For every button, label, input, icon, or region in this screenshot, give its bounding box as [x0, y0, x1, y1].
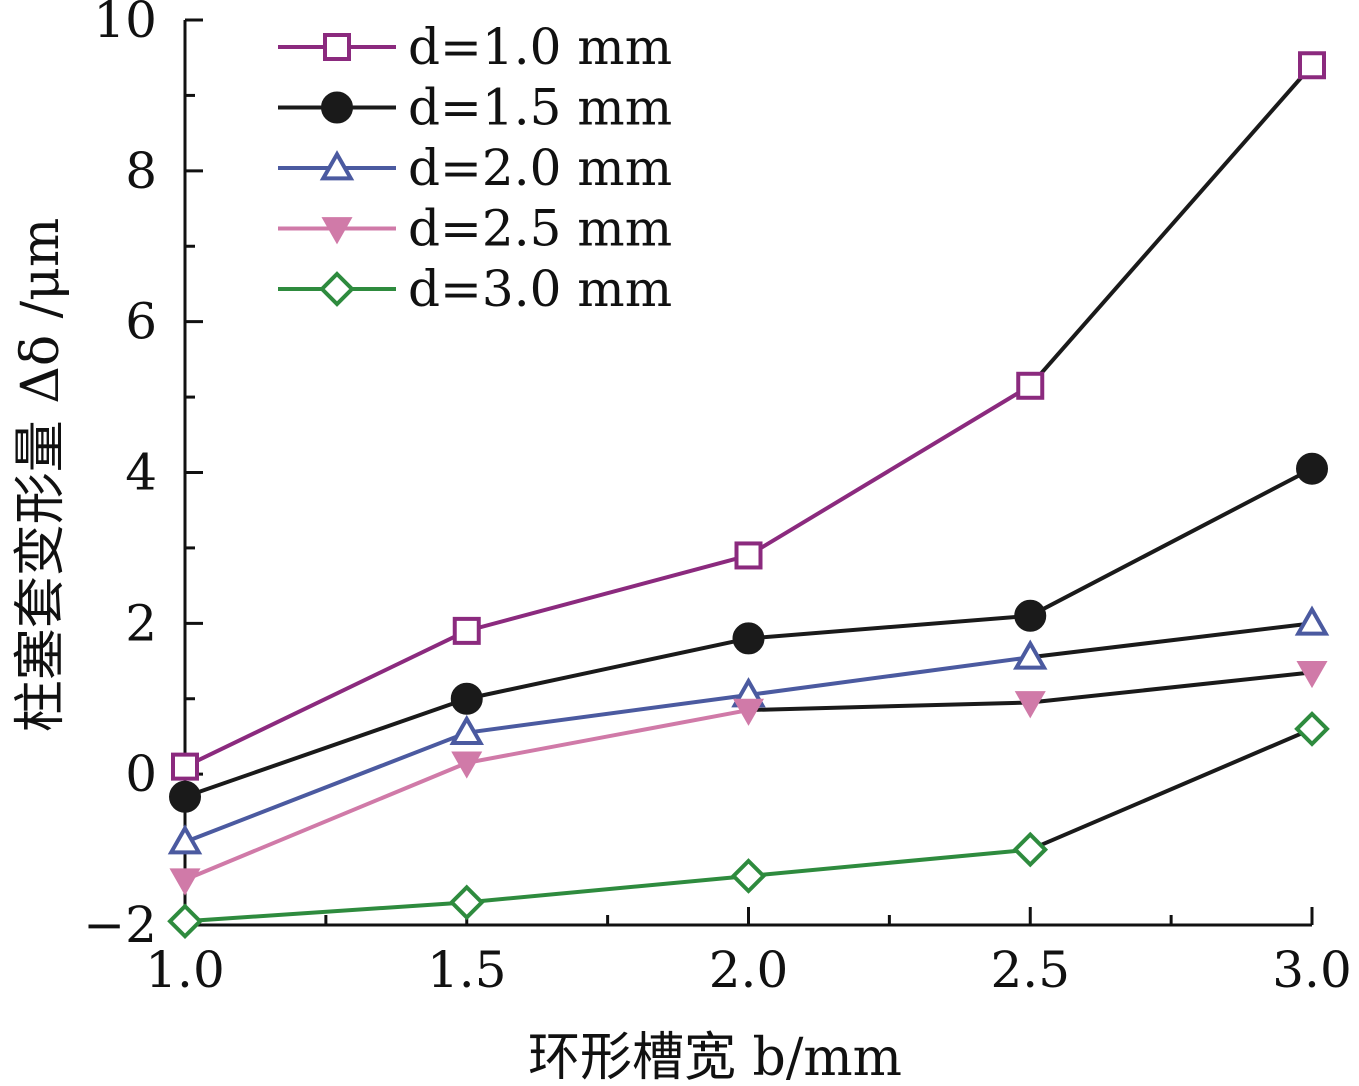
legend-label: d=1.5 mm	[408, 79, 672, 137]
legend-marker	[319, 150, 355, 181]
series-line-segment	[748, 847, 1031, 878]
legend-item-1: d=1.0 mm	[278, 18, 672, 76]
data-point	[1014, 691, 1046, 719]
series-1	[171, 51, 1326, 781]
y-tick-label: 6	[125, 293, 157, 351]
y-tick-label: 10	[93, 0, 157, 49]
data-point	[452, 616, 481, 645]
y-tick-label: 2	[125, 594, 157, 652]
legend-marker	[319, 271, 355, 307]
legend-item-4: d=2.5 mm	[278, 200, 672, 258]
legend-item-5: d=3.0 mm	[278, 260, 672, 318]
data-point	[1296, 661, 1328, 689]
y-tick-label: 0	[125, 745, 157, 803]
series-line-segment	[748, 613, 1031, 641]
data-point	[1294, 605, 1330, 636]
data-point	[169, 868, 201, 896]
legend-item-2: d=1.5 mm	[278, 79, 672, 137]
y-axis-label: 柱塞套变形量 Δδ /μm	[11, 218, 71, 733]
x-axis-ticks: 1.0 1.5 2.0 2.5 3.0	[145, 907, 1352, 999]
series-line-segment	[747, 384, 1032, 558]
data-point	[169, 780, 201, 813]
data-point	[1016, 371, 1045, 400]
data-point	[1014, 599, 1047, 632]
x-tick-label: 1.0	[145, 941, 225, 999]
series-line-segment	[466, 708, 749, 765]
data-point	[1298, 51, 1326, 80]
data-point	[732, 698, 765, 726]
series-line-segment	[184, 696, 468, 799]
legend-label: d=1.0 mm	[408, 18, 672, 76]
series-line-segment	[1029, 466, 1313, 618]
series-line-segment	[748, 700, 1031, 713]
legend-item-3: d=2.0 mm	[278, 139, 672, 197]
series-line-segment	[184, 730, 468, 844]
data-point	[1013, 639, 1048, 670]
series-3	[167, 605, 1330, 855]
series-line-segment	[184, 761, 468, 882]
series-2	[169, 452, 1328, 813]
x-tick-label: 2.5	[990, 941, 1070, 999]
data-point	[448, 884, 485, 921]
data-point	[449, 714, 484, 746]
series-line-segment	[748, 655, 1031, 697]
legend-marker	[321, 217, 353, 245]
y-tick-label: 8	[125, 142, 157, 200]
data-point	[1012, 831, 1049, 868]
series-5	[167, 711, 1330, 940]
legend: d=1.0 mmd=1.5 mmd=2.0 mmd=2.5 mmd=3.0 mm	[278, 18, 672, 318]
legend-marker	[323, 33, 351, 61]
data-point	[450, 682, 483, 715]
data-point	[734, 541, 763, 570]
series-line-segment	[1029, 727, 1313, 852]
series-line-segment	[1030, 670, 1313, 705]
legend-marker	[321, 91, 353, 124]
data-point	[1296, 452, 1328, 485]
y-tick-label: 4	[125, 444, 157, 502]
x-tick-label: 1.5	[427, 941, 507, 999]
series-line-segment	[466, 873, 749, 905]
data-point	[732, 622, 765, 655]
series-line-segment	[466, 636, 749, 701]
x-axis-label: 环形槽宽 b/mm	[528, 1028, 902, 1086]
y-axis-ticks: −2 0 2 4 6 8 10	[83, 0, 203, 954]
data-point	[1294, 711, 1330, 747]
x-tick-label: 2.0	[709, 941, 789, 999]
series-layer	[167, 51, 1330, 940]
data-point	[171, 752, 199, 781]
data-point	[451, 751, 483, 779]
legend-label: d=3.0 mm	[408, 260, 672, 318]
series-line-segment	[1028, 63, 1314, 388]
series-line-segment	[184, 629, 468, 769]
x-tick-label: 3.0	[1272, 941, 1352, 999]
legend-label: d=2.0 mm	[408, 139, 672, 197]
series-line-segment	[1030, 621, 1313, 660]
series-4	[169, 661, 1328, 896]
series-line-segment	[466, 553, 750, 633]
data-point	[167, 824, 203, 855]
series-line-segment	[466, 692, 749, 735]
data-point	[730, 858, 767, 894]
data-point	[167, 903, 203, 940]
legend-label: d=2.5 mm	[408, 200, 672, 258]
series-line-segment	[184, 900, 467, 924]
y-tick-label: −2	[83, 896, 157, 954]
